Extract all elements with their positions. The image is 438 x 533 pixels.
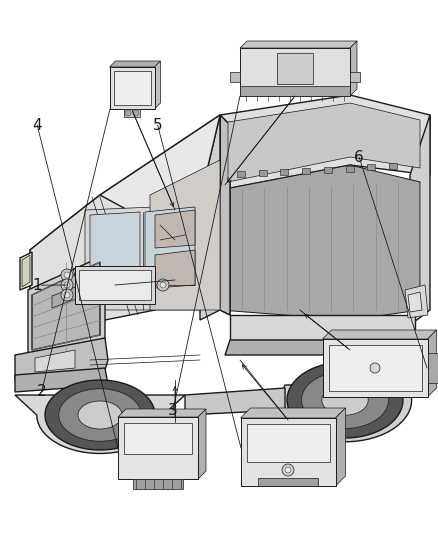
Polygon shape bbox=[90, 212, 140, 285]
Circle shape bbox=[157, 279, 169, 291]
Polygon shape bbox=[322, 385, 368, 415]
Polygon shape bbox=[324, 167, 332, 173]
Polygon shape bbox=[389, 163, 397, 169]
Polygon shape bbox=[118, 409, 206, 417]
Polygon shape bbox=[52, 286, 78, 308]
Polygon shape bbox=[110, 61, 160, 67]
Polygon shape bbox=[15, 395, 185, 454]
Polygon shape bbox=[287, 362, 403, 438]
Circle shape bbox=[61, 279, 73, 291]
Polygon shape bbox=[35, 350, 75, 372]
Polygon shape bbox=[220, 115, 230, 315]
Polygon shape bbox=[427, 353, 438, 383]
Polygon shape bbox=[78, 401, 122, 429]
Polygon shape bbox=[258, 478, 318, 486]
Circle shape bbox=[125, 110, 131, 116]
Polygon shape bbox=[322, 330, 437, 339]
Polygon shape bbox=[301, 372, 389, 429]
Polygon shape bbox=[240, 418, 336, 486]
Polygon shape bbox=[302, 168, 310, 174]
Polygon shape bbox=[220, 115, 230, 315]
Polygon shape bbox=[237, 172, 245, 177]
Circle shape bbox=[160, 282, 166, 288]
Polygon shape bbox=[230, 72, 240, 82]
Polygon shape bbox=[100, 115, 220, 225]
Polygon shape bbox=[113, 71, 151, 105]
Polygon shape bbox=[118, 417, 198, 479]
Polygon shape bbox=[22, 255, 30, 287]
Polygon shape bbox=[198, 409, 206, 479]
Circle shape bbox=[61, 269, 73, 281]
Polygon shape bbox=[230, 315, 415, 340]
Polygon shape bbox=[346, 166, 354, 172]
Polygon shape bbox=[220, 165, 420, 320]
Polygon shape bbox=[322, 339, 427, 397]
Polygon shape bbox=[427, 330, 437, 397]
Text: 4: 4 bbox=[32, 118, 42, 133]
Polygon shape bbox=[200, 115, 220, 320]
Polygon shape bbox=[79, 270, 151, 300]
Polygon shape bbox=[405, 285, 428, 318]
Polygon shape bbox=[240, 408, 346, 418]
Polygon shape bbox=[328, 345, 421, 391]
Polygon shape bbox=[225, 340, 420, 355]
Circle shape bbox=[133, 110, 139, 116]
Polygon shape bbox=[367, 164, 375, 171]
Polygon shape bbox=[410, 115, 430, 325]
Polygon shape bbox=[32, 262, 100, 350]
Polygon shape bbox=[85, 205, 200, 310]
Text: 2: 2 bbox=[37, 384, 46, 399]
Polygon shape bbox=[350, 41, 357, 96]
Circle shape bbox=[282, 464, 294, 476]
Polygon shape bbox=[240, 48, 350, 96]
Polygon shape bbox=[228, 103, 420, 182]
Text: 5: 5 bbox=[153, 118, 162, 133]
Polygon shape bbox=[247, 424, 329, 462]
Text: 3: 3 bbox=[168, 403, 178, 418]
Polygon shape bbox=[124, 423, 192, 454]
Circle shape bbox=[64, 292, 70, 298]
Polygon shape bbox=[28, 255, 105, 360]
Circle shape bbox=[285, 467, 291, 473]
Polygon shape bbox=[15, 338, 108, 380]
Polygon shape bbox=[336, 408, 346, 486]
Polygon shape bbox=[185, 388, 285, 415]
Polygon shape bbox=[240, 86, 350, 96]
Polygon shape bbox=[133, 479, 183, 489]
Polygon shape bbox=[155, 61, 160, 109]
Polygon shape bbox=[30, 195, 155, 320]
Text: 6: 6 bbox=[354, 150, 364, 165]
Polygon shape bbox=[75, 266, 155, 304]
Circle shape bbox=[61, 289, 73, 301]
Polygon shape bbox=[240, 41, 357, 48]
Text: 1: 1 bbox=[32, 278, 42, 293]
Circle shape bbox=[370, 363, 380, 373]
Polygon shape bbox=[59, 389, 141, 441]
Polygon shape bbox=[350, 72, 360, 82]
Polygon shape bbox=[15, 368, 108, 392]
Polygon shape bbox=[278, 385, 412, 442]
Circle shape bbox=[64, 282, 70, 288]
Polygon shape bbox=[277, 53, 313, 84]
Polygon shape bbox=[155, 210, 195, 248]
Polygon shape bbox=[145, 207, 195, 285]
Polygon shape bbox=[220, 95, 430, 190]
Polygon shape bbox=[20, 252, 32, 290]
Circle shape bbox=[64, 272, 70, 278]
Polygon shape bbox=[124, 109, 140, 117]
Polygon shape bbox=[45, 380, 155, 450]
Polygon shape bbox=[30, 115, 220, 320]
Polygon shape bbox=[155, 250, 195, 288]
Polygon shape bbox=[280, 169, 288, 175]
Polygon shape bbox=[110, 67, 155, 109]
Polygon shape bbox=[150, 160, 220, 310]
Polygon shape bbox=[408, 292, 422, 312]
Polygon shape bbox=[259, 170, 267, 176]
